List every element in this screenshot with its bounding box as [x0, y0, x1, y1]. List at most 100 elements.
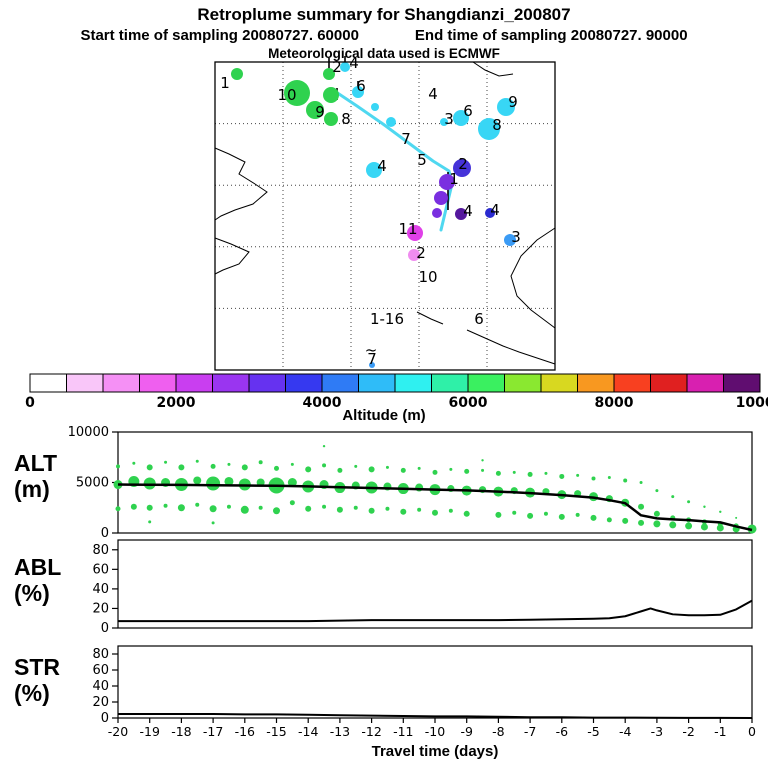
coastline — [214, 147, 268, 221]
y-tick-label: 20 — [92, 601, 109, 616]
x-tick-label: -20 — [108, 724, 128, 739]
x-tick-label: -7 — [524, 724, 536, 739]
str-panel-unit: (%) — [14, 680, 50, 706]
alt-bubble — [638, 519, 645, 526]
alt-bubble — [653, 520, 661, 528]
plume-cluster — [453, 159, 471, 177]
day-number-label: 6 — [356, 77, 366, 95]
alt-bubble — [463, 510, 470, 517]
colorbar-cell — [248, 373, 286, 393]
alt-bubble — [274, 465, 279, 471]
alt-bubble — [146, 504, 153, 511]
alt-bubble — [432, 469, 438, 475]
alt-bubble — [544, 471, 548, 475]
plume-cluster — [284, 80, 310, 106]
colorbar-cell — [321, 373, 359, 393]
alt-bubble — [464, 468, 470, 474]
coastline — [472, 61, 514, 77]
y-tick-label: 80 — [92, 647, 109, 662]
alt-bubble — [115, 506, 121, 512]
x-tick-label: -17 — [203, 724, 223, 739]
alt-bubble — [495, 470, 501, 476]
alt-bubble — [385, 465, 389, 469]
x-tick-label: -15 — [266, 724, 286, 739]
day-number-label: 9 — [315, 103, 325, 121]
alt-panel-unit: (m) — [14, 476, 50, 502]
abl-panel-unit: (%) — [14, 580, 50, 606]
alt-bubble — [322, 504, 327, 509]
alt-bubble — [195, 459, 199, 463]
day-number-label: 1 — [449, 170, 459, 188]
alt-bubble — [685, 522, 693, 530]
alt-bubble — [638, 503, 645, 510]
plume-cluster — [408, 249, 420, 261]
alt-bubble — [432, 509, 438, 516]
alt-bubble — [527, 512, 534, 519]
day-number-label: 1-16 — [370, 310, 404, 328]
alt-bubble — [368, 507, 375, 514]
alt-bubble — [241, 464, 248, 471]
y-tick-label: 0 — [101, 621, 109, 636]
alt-bubble — [655, 489, 659, 493]
alt-bubble — [481, 459, 484, 462]
plume-cluster — [231, 68, 243, 80]
colorbar-title: Altitude (m) — [342, 407, 426, 424]
alt-bubble — [226, 504, 231, 509]
alt-bubble — [322, 463, 327, 468]
x-tick-label: -6 — [556, 724, 569, 739]
day-number-label: 2 — [332, 58, 342, 76]
plume-cluster — [366, 162, 382, 178]
alt-bubble — [210, 463, 216, 469]
alt-bubble — [290, 462, 294, 466]
alt-bubble — [177, 504, 185, 512]
day-number-label: 11 — [398, 220, 417, 238]
alt-bubble — [607, 475, 611, 479]
alt-bubble — [559, 473, 565, 479]
colorbar-cell — [577, 373, 615, 393]
x-tick-label: -13 — [330, 724, 350, 739]
x-tick-label: -3 — [651, 724, 663, 739]
colorbar-tick-label: 10000 — [736, 395, 768, 411]
x-tick-label: -8 — [492, 724, 505, 739]
alt-bubble — [700, 523, 708, 531]
colorbar-cell — [175, 373, 213, 393]
alt-bubble — [669, 521, 677, 529]
colorbar-cell — [540, 373, 578, 393]
alt-bubble — [671, 495, 675, 499]
alt-bubble — [575, 512, 580, 517]
colorbar-cell — [139, 373, 177, 393]
plume-cluster — [324, 112, 338, 126]
day-number-label: 10 — [277, 86, 296, 104]
day-number-label: 9 — [508, 93, 518, 111]
alt-bubble — [353, 505, 358, 510]
colorbar-cell — [650, 373, 688, 393]
alt-bubble — [590, 514, 597, 521]
day-number-label: 4 — [490, 201, 500, 219]
day-number-label: 10 — [418, 268, 437, 286]
day-number-label: 4 — [463, 202, 473, 220]
plume-cluster — [371, 103, 379, 111]
y-tick-label: 40 — [92, 679, 109, 694]
y-tick-label: 0 — [101, 711, 109, 726]
alt-bubble — [148, 520, 152, 524]
y-tick-label: 10000 — [68, 425, 109, 440]
alt-panel-label: ALT — [14, 450, 58, 476]
met-data-label: Meteorological data used is ECMWF — [268, 46, 500, 61]
day-number-label: 6 — [463, 102, 473, 120]
alt-bubble — [273, 507, 280, 515]
alt-bubble — [719, 510, 722, 513]
alt-bubble — [354, 464, 358, 468]
colorbar-cell — [29, 373, 67, 393]
plume-cluster — [323, 68, 335, 80]
plume-cluster — [369, 362, 375, 368]
plume-cluster — [455, 208, 467, 220]
panel-border — [117, 645, 753, 719]
alt-bubble — [622, 517, 629, 524]
plume-cluster — [434, 191, 448, 205]
alt-bubble — [322, 444, 326, 448]
y-tick-label: 40 — [92, 582, 109, 597]
alt-bubble — [449, 467, 453, 471]
alt-bubble — [368, 466, 375, 473]
x-tick-label: -12 — [361, 724, 381, 739]
colorbar-cell — [285, 373, 323, 393]
